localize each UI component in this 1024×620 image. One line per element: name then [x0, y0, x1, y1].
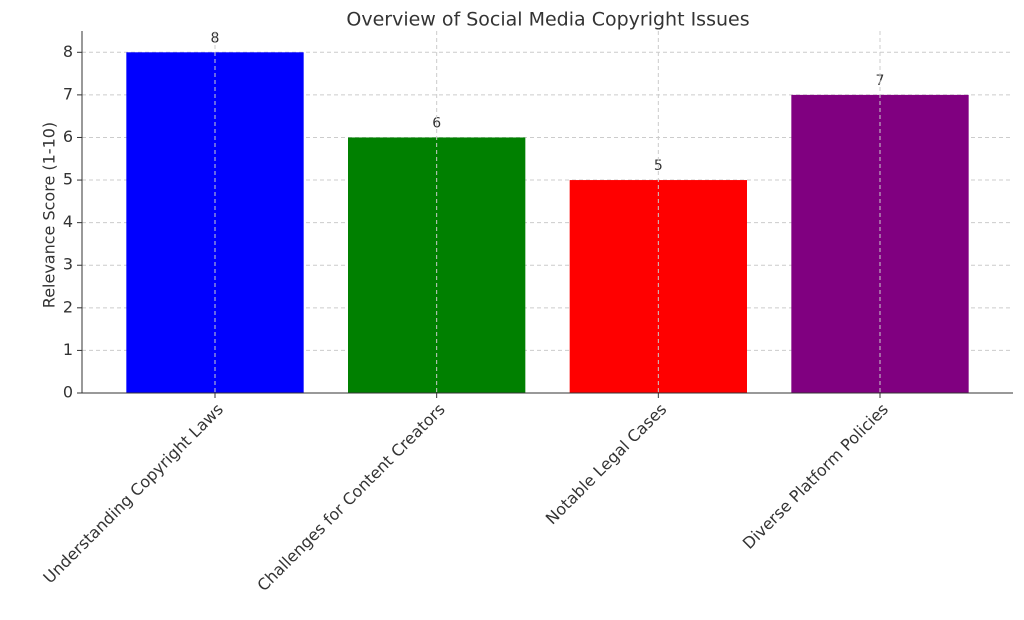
y-tick-label: 7: [63, 84, 73, 103]
x-tick-label: Understanding Copyright Laws: [39, 400, 227, 588]
y-tick-label: 8: [63, 42, 73, 61]
y-tick-label: 1: [63, 340, 73, 359]
y-tick-label: 3: [63, 255, 73, 274]
y-tick-label: 2: [63, 297, 73, 316]
y-tick-label: 5: [63, 170, 73, 189]
y-tick-label: 6: [63, 127, 73, 146]
y-tick-label: 0: [63, 383, 73, 402]
y-tick-label: 4: [63, 212, 73, 231]
x-tick-label: Notable Legal Cases: [542, 400, 671, 529]
x-tick-label: Diverse Platform Policies: [739, 400, 892, 553]
y-axis-label: Relevance Score (1-10): [40, 122, 59, 308]
chart-title: Overview of Social Media Copyright Issue…: [346, 9, 749, 31]
x-tick-label: Challenges for Content Creators: [253, 400, 448, 595]
